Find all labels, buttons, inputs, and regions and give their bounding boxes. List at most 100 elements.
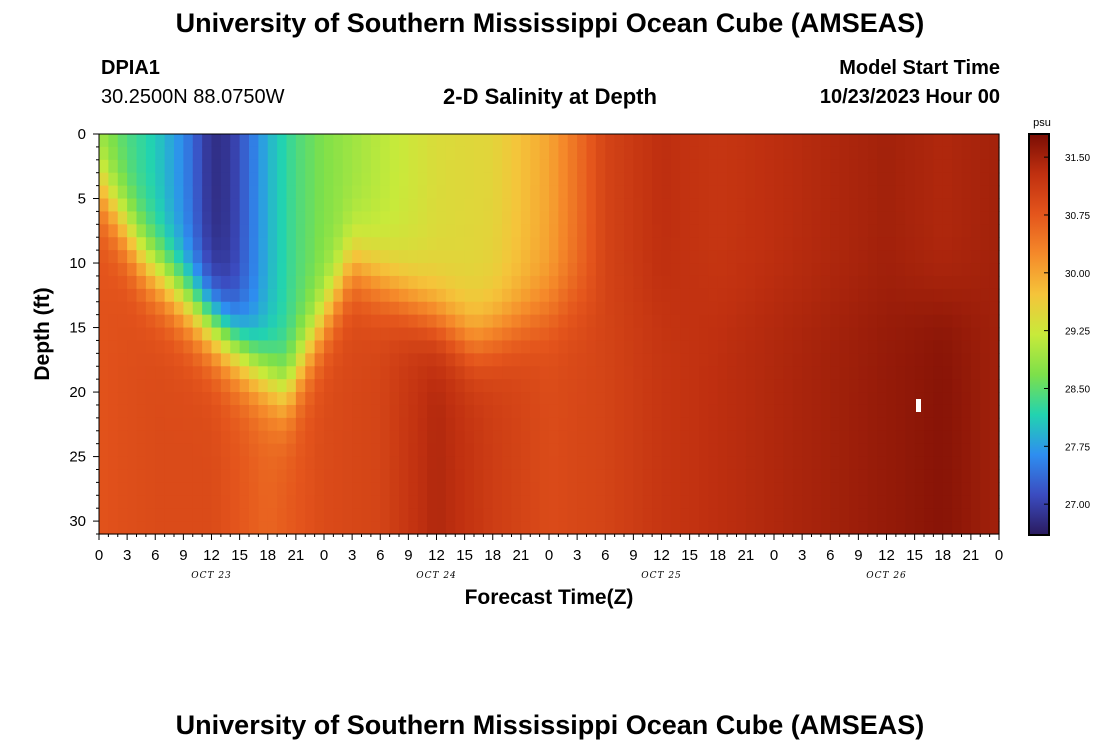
heatmap-cell (464, 224, 475, 238)
heatmap-cell (736, 146, 747, 161)
heatmap-cell (811, 263, 822, 277)
heatmap-cell (549, 404, 559, 419)
heatmap-cell (230, 392, 241, 406)
heatmap-cell (830, 185, 841, 200)
heatmap-cell (952, 392, 963, 406)
heatmap-cell (445, 224, 456, 238)
heatmap-cell (483, 443, 494, 458)
heatmap-cell (267, 172, 278, 187)
model-start-label: Model Start Time (839, 57, 1000, 79)
heatmap-cell (324, 508, 334, 522)
heatmap-cell (774, 443, 784, 458)
heatmap-cell (652, 482, 663, 496)
heatmap-cell (595, 456, 606, 471)
heatmap-cell (717, 430, 728, 445)
heatmap-cell (455, 353, 466, 367)
heatmap-cell (642, 250, 653, 264)
heatmap-cell (314, 314, 325, 329)
heatmap-cell (652, 224, 663, 238)
colorbar-tick-label: 28.50 (1065, 384, 1090, 395)
heatmap-cell (839, 198, 850, 213)
heatmap-cell (474, 417, 484, 432)
heatmap-cell (933, 353, 944, 367)
heatmap-cell (305, 417, 316, 432)
heatmap-cell (867, 237, 878, 251)
heatmap-cell (342, 392, 353, 406)
heatmap-cell (895, 314, 906, 329)
heatmap-cell (549, 288, 559, 303)
heatmap-cell (867, 417, 878, 432)
heatmap-cell (989, 159, 1000, 174)
heatmap-cell (736, 237, 747, 251)
heatmap-cell (539, 134, 550, 148)
heatmap-cell (792, 379, 803, 393)
heatmap-cell (502, 314, 513, 329)
heatmap-cell (183, 198, 194, 213)
heatmap-cell (849, 301, 859, 316)
heatmap-cell (127, 521, 138, 535)
heatmap-cell (511, 146, 522, 161)
heatmap-cell (155, 327, 166, 342)
heatmap-cell (905, 211, 916, 225)
heatmap-cell (549, 172, 559, 187)
heatmap-cell (886, 430, 897, 445)
heatmap-cell (408, 314, 419, 329)
heatmap-cell (820, 508, 831, 522)
heatmap-cell (155, 495, 166, 509)
heatmap-cell (914, 301, 925, 316)
heatmap-cell (877, 159, 888, 174)
heatmap-cell (295, 275, 306, 290)
heatmap-cell (849, 146, 859, 161)
heatmap-cell (502, 146, 513, 161)
heatmap-cell (774, 379, 784, 393)
heatmap-cell (717, 211, 728, 225)
heatmap-cell (399, 379, 409, 393)
heatmap-cell (727, 263, 738, 277)
heatmap-cell (567, 340, 578, 354)
heatmap-cell (361, 469, 372, 483)
heatmap-cell (520, 250, 531, 264)
heatmap-cell (155, 443, 166, 458)
heatmap-cell (305, 185, 316, 200)
heatmap-cell (117, 456, 128, 471)
heatmap-cell (99, 185, 109, 200)
heatmap-cell (745, 263, 756, 277)
heatmap-cell (699, 134, 709, 148)
heatmap-cell (830, 250, 841, 264)
heatmap-cell (549, 263, 559, 277)
heatmap-cell (595, 482, 606, 496)
heatmap-cell (445, 159, 456, 174)
heatmap-cell (352, 327, 363, 342)
heatmap-cell (980, 263, 991, 277)
heatmap-cell (464, 237, 475, 251)
heatmap-cell (699, 211, 709, 225)
heatmap-cell (249, 134, 259, 148)
heatmap-cell (108, 288, 119, 303)
heatmap-cell (877, 340, 888, 354)
heatmap-cell (549, 430, 559, 445)
heatmap-cell (877, 392, 888, 406)
heatmap-cell (605, 417, 616, 432)
heatmap-cell (399, 134, 409, 148)
heatmap-cell (717, 392, 728, 406)
heatmap-cell (886, 404, 897, 419)
heatmap-cell (961, 392, 972, 406)
heatmap-cell (745, 430, 756, 445)
y-tick-label: 30 (69, 513, 86, 530)
heatmap-cell (436, 404, 447, 419)
heatmap-cell (295, 495, 306, 509)
heatmap-cell (174, 521, 184, 535)
heatmap-cell (464, 134, 475, 148)
heatmap-cell (183, 417, 194, 432)
heatmap-cell (155, 392, 166, 406)
heatmap-cell (127, 404, 138, 419)
x-tick-label: 0 (320, 547, 328, 564)
heatmap-cell (211, 456, 222, 471)
heatmap-cell (802, 263, 813, 277)
heatmap-cell (417, 224, 428, 238)
heatmap-cell (314, 482, 325, 496)
heatmap-cell (933, 263, 944, 277)
heatmap-cell (614, 508, 625, 522)
heatmap-cell (792, 508, 803, 522)
heatmap-cell (211, 417, 222, 432)
